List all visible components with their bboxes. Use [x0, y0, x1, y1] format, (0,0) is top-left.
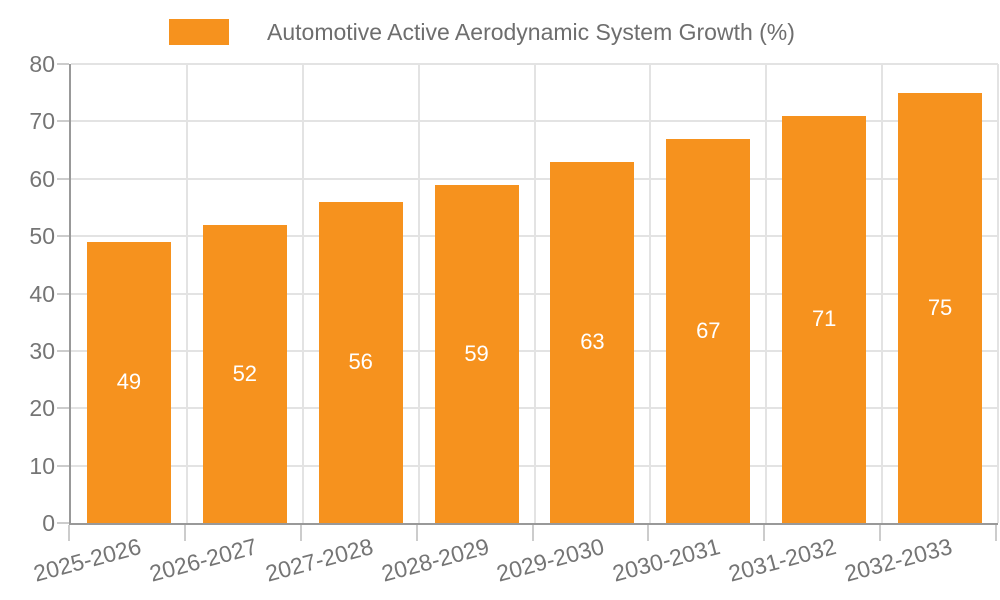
x-axis-tick — [183, 525, 186, 541]
y-axis-tick — [57, 464, 69, 467]
bar-value-label: 63 — [580, 329, 605, 355]
x-gridline — [301, 64, 304, 523]
x-axis-tick — [299, 525, 302, 541]
x-axis-label: 2032-2033 — [841, 533, 955, 587]
bar-2032-2033: 75 — [898, 92, 983, 523]
bar-2028-2029: 59 — [434, 184, 519, 523]
y-axis-tick — [57, 235, 69, 238]
y-axis-tick — [57, 522, 69, 524]
x-gridline — [765, 64, 768, 523]
x-axis-label: 2028-2029 — [378, 533, 492, 587]
chart-legend[interactable]: Automotive Active Aerodynamic System Gro… — [169, 19, 795, 45]
bar-2026-2027: 52 — [202, 224, 287, 523]
bar-value-label: 67 — [696, 317, 721, 343]
x-axis-tick — [763, 525, 766, 541]
bar-value-label: 52 — [232, 360, 258, 386]
bar-2029-2030: 63 — [550, 161, 635, 523]
x-axis-label: 2030-2031 — [610, 533, 724, 587]
x-axis-label: 2031-2032 — [725, 533, 839, 587]
y-axis-tick — [57, 349, 69, 352]
x-gridline — [997, 64, 999, 523]
bar-value-label: 59 — [464, 340, 489, 366]
x-gridline — [417, 64, 420, 523]
y-axis-tick — [57, 63, 69, 65]
bar-value-label: 56 — [348, 349, 373, 375]
y-axis-label: 40 — [29, 280, 55, 307]
y-axis-label: 60 — [29, 165, 55, 192]
x-axis-tick — [879, 525, 882, 541]
x-gridline — [533, 64, 536, 523]
bar-2027-2028: 56 — [318, 201, 403, 523]
bar-2031-2032: 71 — [782, 115, 867, 523]
x-axis-tick — [647, 525, 650, 541]
x-axis-label: 2027-2028 — [262, 533, 376, 587]
bar-value-label: 75 — [927, 294, 953, 320]
y-axis-label: 70 — [29, 108, 55, 135]
x-axis-tick — [68, 525, 70, 541]
y-axis-label: 50 — [29, 223, 55, 250]
x-axis-label: 2026-2027 — [146, 533, 260, 587]
bar-value-label: 71 — [811, 306, 837, 332]
x-axis-label: 2025-2026 — [30, 533, 144, 587]
y-axis-label: 80 — [29, 51, 55, 77]
legend-swatch — [169, 19, 229, 45]
x-gridline — [185, 64, 188, 523]
x-gridline — [881, 64, 884, 523]
legend-label: Automotive Active Aerodynamic System Gro… — [267, 19, 795, 45]
y-axis-tick — [57, 120, 69, 123]
x-axis-label: 2029-2030 — [494, 533, 608, 587]
y-axis-label: 30 — [29, 337, 55, 364]
y-axis-label: 20 — [29, 395, 55, 422]
y-axis-tick — [57, 292, 69, 295]
x-axis-tick — [995, 525, 997, 541]
x-axis-tick — [531, 525, 534, 541]
x-axis-tick — [415, 525, 418, 541]
y-axis-label: 0 — [42, 510, 55, 536]
y-axis-label: 10 — [29, 452, 55, 479]
x-gridline — [649, 64, 652, 523]
bar-value-label: 49 — [116, 369, 142, 395]
bar-2025-2026: 49 — [86, 241, 171, 523]
bar-2030-2031: 67 — [666, 138, 751, 523]
y-axis-tick — [57, 177, 69, 180]
y-axis-tick — [57, 407, 69, 410]
plot-area: 49 52 56 59 63 67 71 75 — [69, 63, 999, 525]
